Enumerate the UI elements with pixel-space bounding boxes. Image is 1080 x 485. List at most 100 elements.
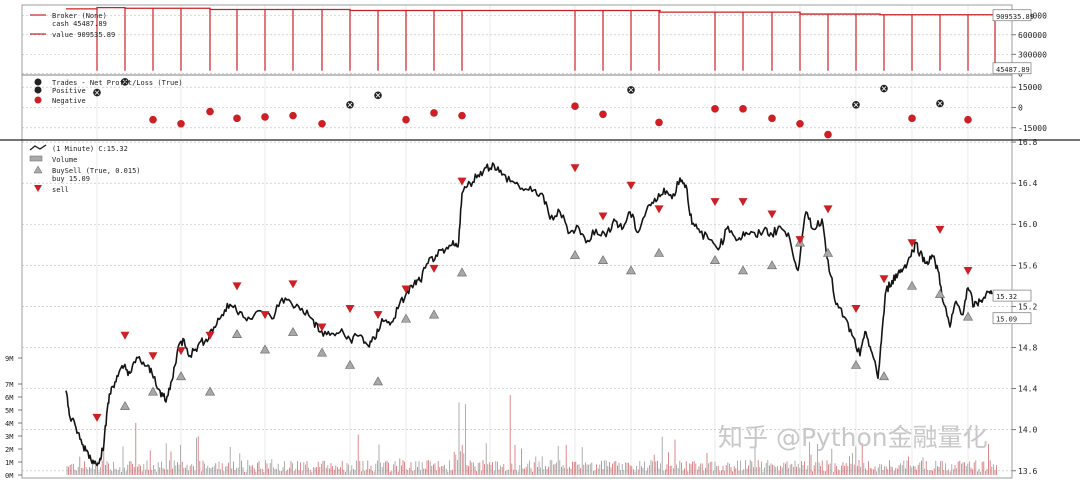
- y-tick-label: 16.8: [1018, 138, 1037, 147]
- negative-trade-dot: [458, 111, 466, 120]
- sell-signal-marker: [738, 198, 748, 207]
- volume-tick-label: 2M: [5, 446, 13, 454]
- legend-label: Negative: [52, 97, 86, 105]
- buy-signal-marker: [259, 344, 271, 354]
- positive-trade-mark: [375, 93, 381, 98]
- y-tick-label: 0: [1018, 70, 1023, 79]
- buy-signal-marker: [625, 265, 637, 275]
- buy-signal-marker: [316, 347, 328, 357]
- cash-label-box: [992, 62, 1032, 75]
- negative-trade-dot: [402, 115, 410, 124]
- volume-tick-label: 7M: [5, 381, 13, 389]
- buy-signal-marker: [934, 288, 946, 298]
- trades-panel: -15000 0 15000: [93, 77, 1047, 139]
- negative-trade-dot: [824, 130, 832, 139]
- negative-trade-dot: [318, 119, 326, 128]
- y-tick-label: 300000: [1018, 50, 1047, 59]
- buy-signal-marker: [906, 280, 918, 290]
- close-price-line: [65, 162, 993, 467]
- negative-trade-dot: [149, 115, 157, 124]
- buy-signal-marker: [147, 386, 159, 396]
- sell-signal-marker: [205, 331, 215, 340]
- legend-swatch: [34, 96, 42, 104]
- sell-signal-marker: [570, 164, 580, 173]
- negative-trade-dot: [768, 114, 776, 123]
- y-tick-label: 600000: [1018, 31, 1047, 40]
- sell-signal-marker: [176, 347, 186, 356]
- buy-signal-marker: [175, 371, 187, 381]
- positive-trade-mark: [94, 90, 100, 95]
- legend-swatch: [33, 165, 43, 174]
- buy-signal-marker: [204, 386, 216, 396]
- y-tick-label: 15000: [1018, 83, 1042, 92]
- buy-signal-marker: [737, 265, 749, 275]
- negative-trade-dot: [233, 114, 241, 123]
- legend-label: Broker (None): [52, 12, 107, 20]
- volume-tick-label: 4M: [5, 420, 13, 428]
- sell-signal-marker: [767, 210, 777, 219]
- sell-signal-marker: [935, 225, 945, 234]
- volume-tick-label: 0M: [5, 472, 13, 480]
- y-tick-label: 16.0: [1018, 220, 1037, 229]
- negative-trade-dot: [655, 118, 663, 127]
- volume-tick-label: 9M: [5, 355, 13, 363]
- y-tick-label: 14.4: [1018, 385, 1037, 394]
- positive-trade-mark: [853, 102, 859, 108]
- y-tick-label: 15.2: [1018, 302, 1037, 311]
- legend-label: cash 45487.89: [52, 20, 107, 28]
- sell-signal-marker: [373, 311, 383, 320]
- sell-signal-marker: [288, 280, 298, 289]
- sell-signal-marker: [879, 275, 889, 284]
- legend-label: value 909535.89: [52, 31, 115, 39]
- sell-signal-marker: [345, 304, 355, 313]
- negative-trade-dot: [430, 109, 438, 117]
- sell-signal-marker: [120, 331, 130, 340]
- y-tick-label: 16.4: [1018, 179, 1037, 188]
- sell-signal-marker: [232, 282, 242, 291]
- sell-signal-marker: [795, 236, 805, 245]
- last-buy-label: 15.09: [996, 316, 1017, 324]
- y-tick-label: -15000: [1018, 124, 1047, 133]
- negative-trade-dot: [261, 113, 269, 121]
- legend-label: Positive: [52, 87, 86, 95]
- volume-tick-label: 1M: [5, 459, 13, 467]
- legend-swatch: [34, 78, 42, 86]
- y-tick-label: 15.6: [1018, 261, 1037, 270]
- buy-signal-marker: [766, 260, 778, 270]
- negative-trade-dot: [177, 119, 185, 128]
- sell-signal-marker: [598, 212, 608, 221]
- negative-trade-dot: [739, 105, 747, 113]
- positive-trade-mark: [347, 102, 353, 108]
- sell-signal-marker: [401, 285, 411, 294]
- buy-signal-marker: [231, 329, 243, 338]
- cash-label: 45487.89: [996, 66, 1030, 74]
- buy-signal-marker: [569, 249, 581, 259]
- negative-trade-dot: [908, 114, 916, 123]
- sell-signal-marker: [654, 205, 664, 214]
- sell-signal-marker: [907, 239, 917, 248]
- sell-signal-marker: [963, 266, 973, 275]
- positive-trade-mark: [122, 79, 128, 85]
- buy-signal-marker: [962, 311, 974, 321]
- sell-signal-marker: [317, 323, 327, 332]
- legend-label: (1 Minute) C:15.32: [52, 145, 128, 153]
- sell-signal-marker: [823, 205, 833, 214]
- negative-trade-dot: [711, 105, 719, 113]
- value-label-box: [992, 9, 1032, 22]
- negative-trade-dot: [599, 110, 607, 119]
- legend-label: buy 15.09: [52, 175, 90, 183]
- sell-signal-marker: [429, 264, 439, 273]
- negative-trade-dot: [206, 107, 214, 116]
- panel-frames: [0, 4, 1080, 479]
- buy-signal-marker: [456, 267, 468, 277]
- buy-signal-marker: [344, 359, 356, 369]
- volume-bars: [66, 395, 997, 475]
- sell-signal-marker: [710, 198, 720, 207]
- y-tick-label: 900000: [1018, 11, 1047, 20]
- sell-signal-marker: [148, 352, 158, 361]
- grid-lines: [22, 5, 1012, 478]
- buy-signal-marker: [372, 376, 384, 386]
- value-line: [66, 6, 995, 16]
- buy-signal-marker: [653, 247, 665, 257]
